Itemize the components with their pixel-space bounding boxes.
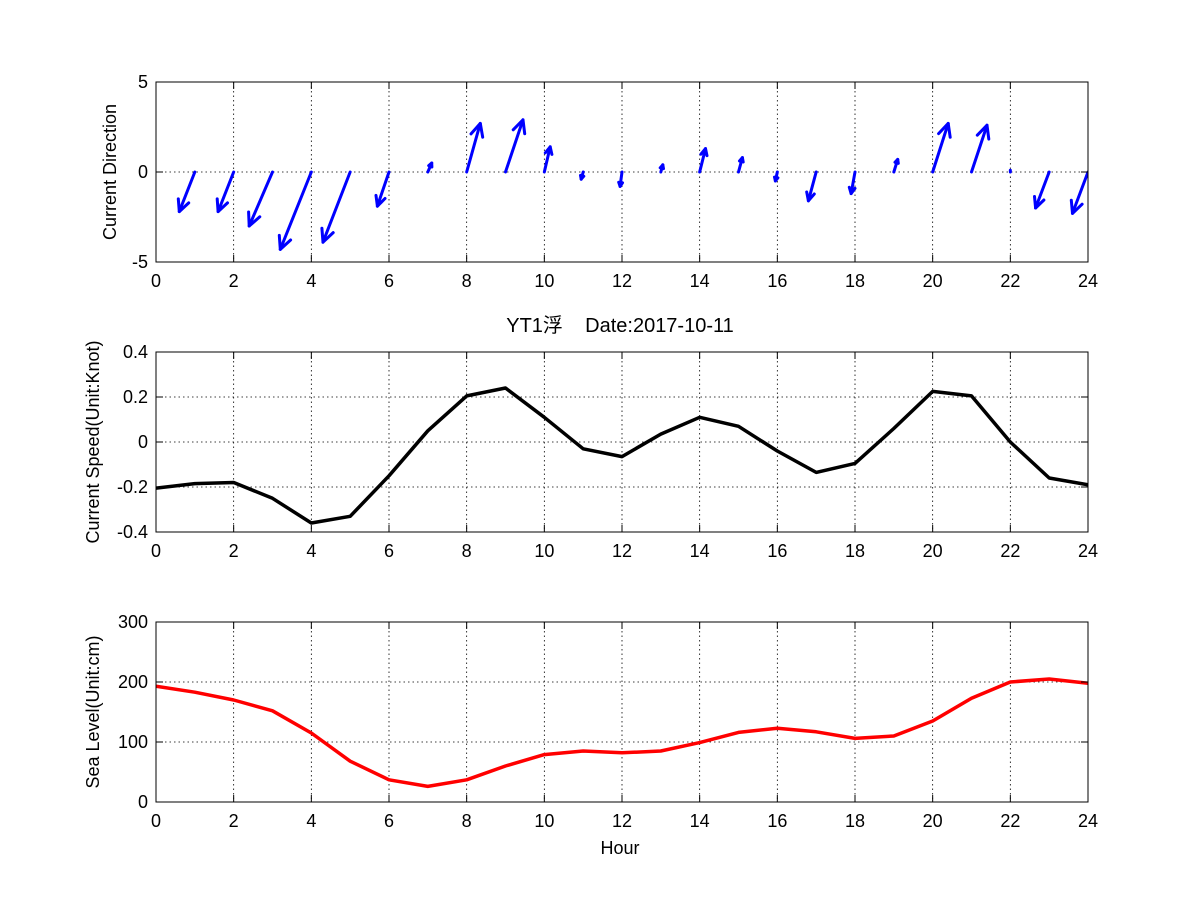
x-tick-label: 16 [767,541,787,561]
current-arrow [1033,170,1051,210]
x-tick-label: 6 [384,541,394,561]
current-arrow [847,170,857,196]
y-tick-label: 100 [118,732,148,752]
x-tick-label: 10 [534,271,554,291]
x-tick-label: 0 [151,811,161,831]
current-arrow [773,170,780,183]
current-arrow [1069,170,1088,215]
x-tick-label: 24 [1078,541,1098,561]
current-arrow [970,123,991,174]
current-arrow [176,170,197,214]
current-arrow [426,161,434,174]
x-tick-label: 14 [690,811,710,831]
x-tick-label: 16 [767,811,787,831]
current-speed-panel: YT1浮 Date:2017-10-11 0 2 4 6 8 10 12 14 16 18 20 22… [83,314,1098,561]
current-arrow [542,145,554,174]
x-tick-label: 18 [845,541,865,561]
y-tick-label: 0.2 [123,387,148,407]
x-tick-label: 12 [612,541,632,561]
x-tick-label: 22 [1000,271,1020,291]
y-tick-label: 0.4 [123,342,148,362]
x-tick-label: 2 [229,271,239,291]
x-tick-label: 2 [229,541,239,561]
x-axis-label: Hour [600,838,639,858]
y-tick-label: -5 [132,252,148,272]
current-arrow [374,170,391,208]
x-tick-label: 22 [1000,811,1020,831]
y-axis-label: Current Direction [100,104,120,240]
current-arrow [320,170,352,244]
current-arrow [698,147,709,174]
current-arrow [579,170,586,181]
x-tick-label: 24 [1078,811,1098,831]
x-tick-label: 12 [612,271,632,291]
x-tick-label: 20 [923,541,943,561]
current-arrow [737,156,745,174]
y-tick-label: 0 [138,162,148,182]
x-tick-label: 20 [923,811,943,831]
x-tick-label: 22 [1000,541,1020,561]
y-tick-label: 5 [138,72,148,92]
y-tick-label: 0 [138,792,148,812]
x-tick-label: 4 [306,811,316,831]
x-tick-label: 14 [690,271,710,291]
current-arrow [892,157,900,174]
x-tick-label: 16 [767,271,787,291]
current-arrow [658,163,665,174]
x-tick-label: 4 [306,271,316,291]
x-tick-label: 18 [845,271,865,291]
x-tick-label: 8 [462,541,472,561]
y-tick-label: 200 [118,672,148,692]
x-tick-label: 12 [612,811,632,831]
y-tick-label: 0 [138,432,148,452]
y-tick-label: -0.4 [117,522,148,542]
x-tick-label: 8 [462,271,472,291]
x-tick-label: 20 [923,271,943,291]
current-arrow [247,170,274,228]
x-tick-label: 8 [462,811,472,831]
series-line [156,386,1088,525]
x-tick-label: 10 [534,811,554,831]
x-tick-label: 0 [151,271,161,291]
current-arrow [931,121,952,174]
current-arrow [617,170,624,188]
y-axis-label: Current Speed(Unit:Knot) [83,340,103,543]
chart-title: YT1浮 Date:2017-10-11 [506,314,734,337]
y-tick-label: 300 [118,612,148,632]
current-arrow [805,170,818,203]
x-tick-label: 4 [306,541,316,561]
current-arrow [277,170,313,251]
x-tick-label: 24 [1078,271,1098,291]
series-line [156,677,1088,789]
x-tick-label: 14 [690,541,710,561]
current-arrow [465,121,485,174]
x-tick-label: 2 [229,811,239,831]
current-arrow [504,118,527,174]
x-tick-label: 10 [534,541,554,561]
x-tick-label: 6 [384,811,394,831]
x-tick-label: 0 [151,541,161,561]
current-arrow [215,170,236,214]
y-tick-label: -0.2 [117,477,148,497]
x-tick-label: 6 [384,271,394,291]
y-axis-label: Sea Level(Unit:cm) [83,635,103,788]
x-tick-label: 18 [845,811,865,831]
